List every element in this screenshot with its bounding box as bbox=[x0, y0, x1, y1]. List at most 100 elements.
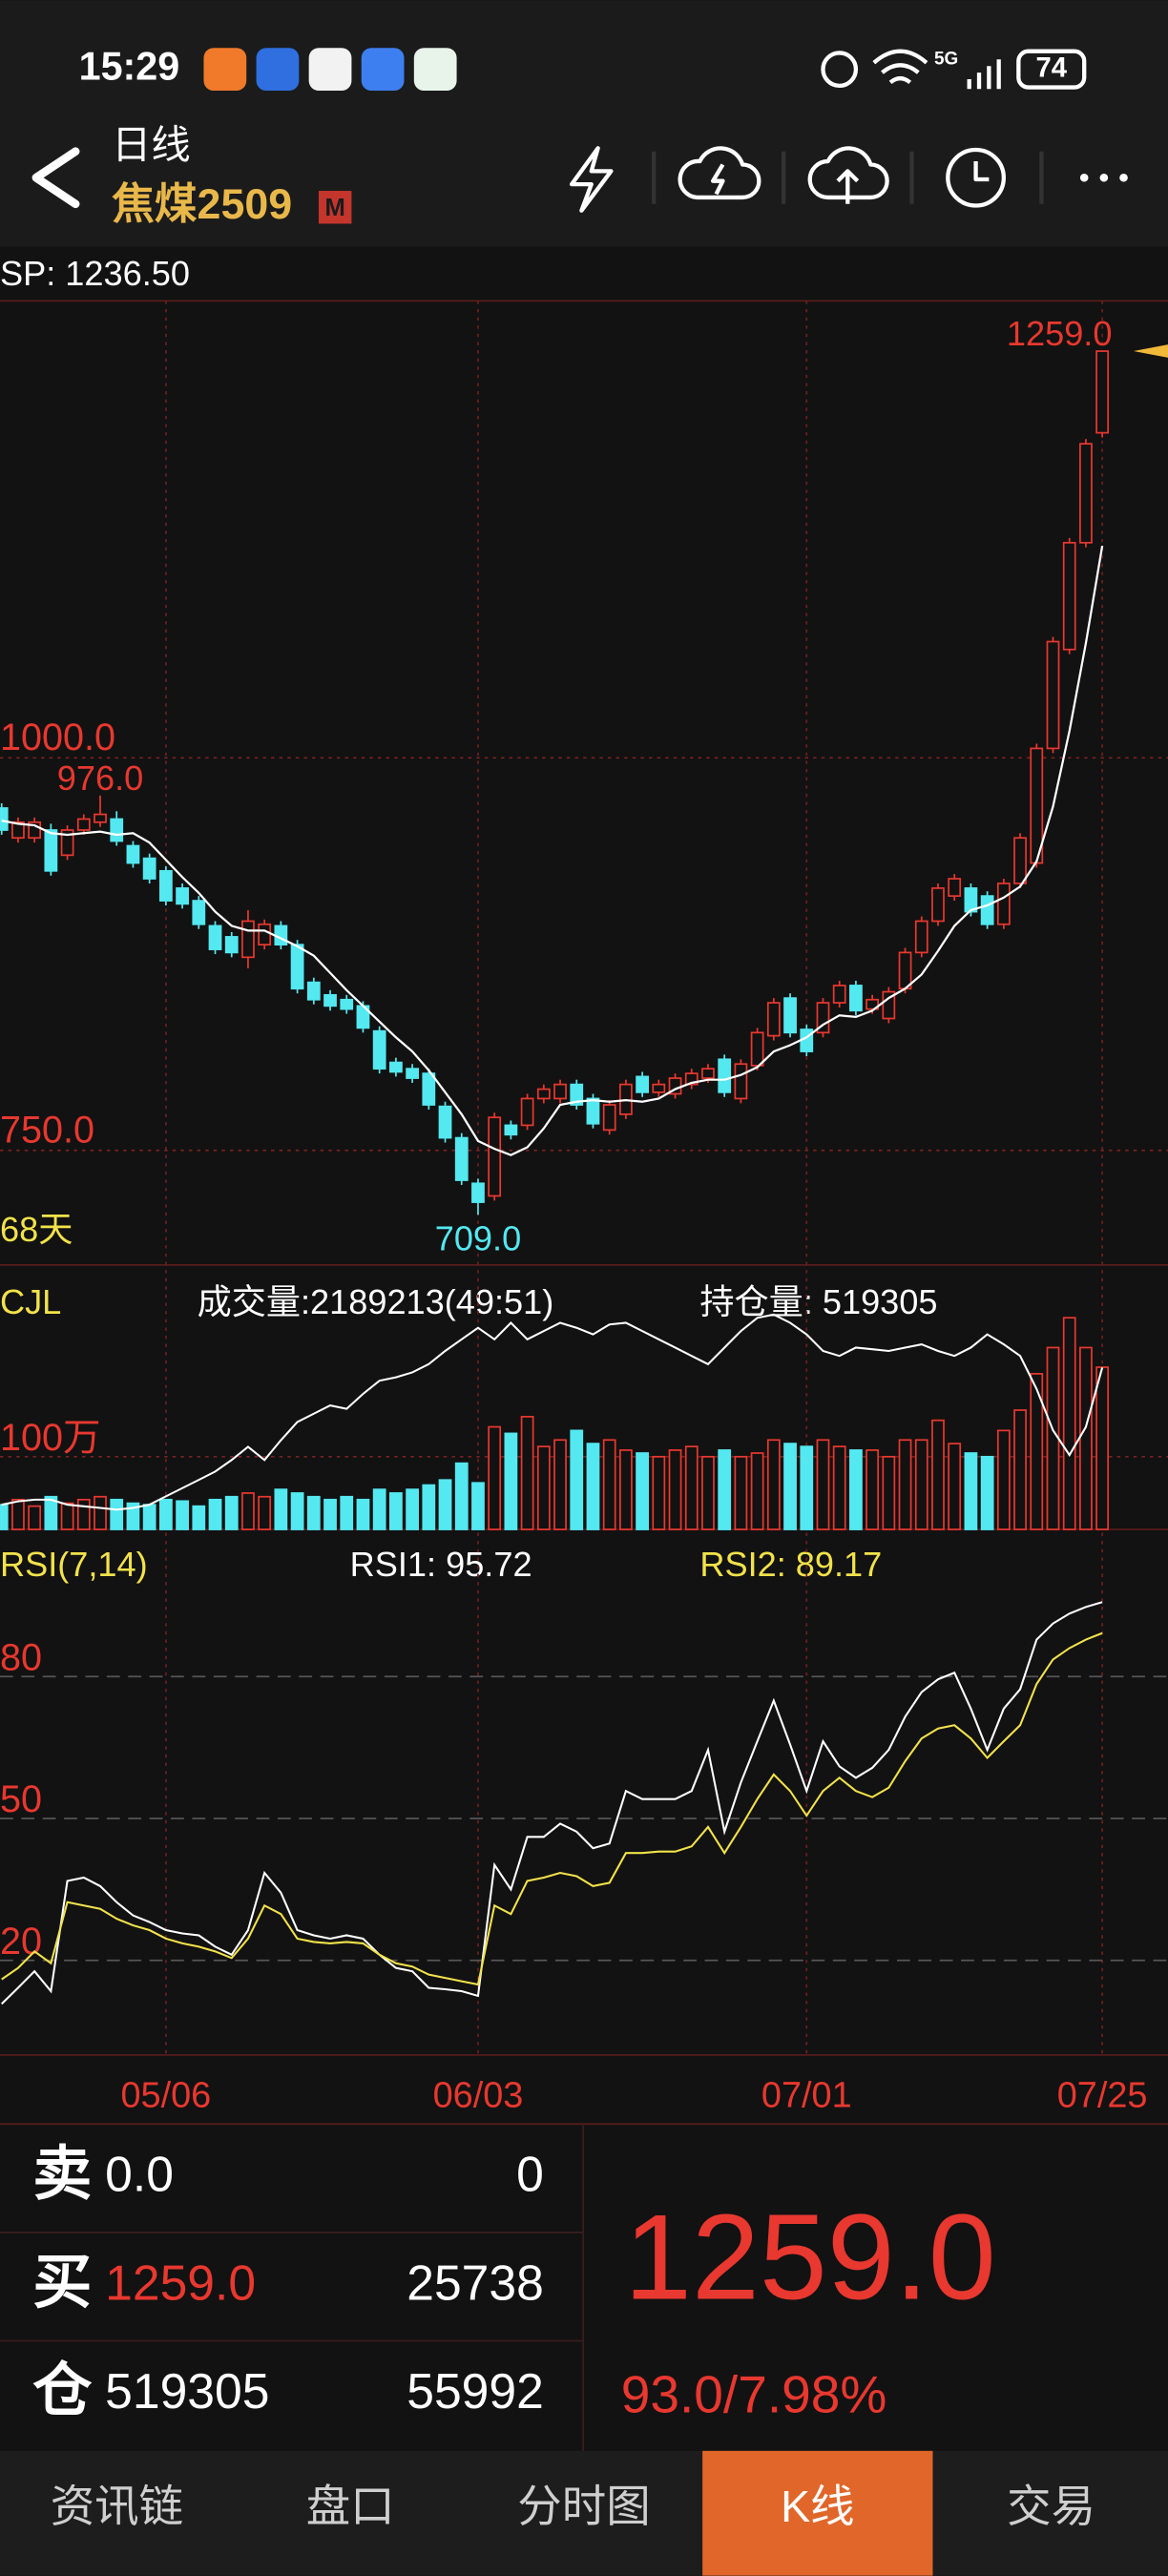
candle-body bbox=[44, 829, 58, 872]
volume-bar bbox=[224, 1495, 239, 1530]
candle-body bbox=[898, 951, 912, 990]
volume-bar bbox=[1013, 1409, 1027, 1530]
volume-bar bbox=[208, 1498, 222, 1530]
volume-bar bbox=[1079, 1346, 1093, 1530]
clock-hands bbox=[973, 161, 990, 182]
volume-bar bbox=[931, 1419, 945, 1530]
volume-bar bbox=[750, 1452, 764, 1530]
y-tick-label: 100万 bbox=[0, 1417, 101, 1459]
x-tick-label: 06/03 bbox=[433, 2076, 524, 2116]
toolbar bbox=[569, 146, 1044, 213]
candle-body bbox=[766, 1002, 781, 1037]
candle-body bbox=[718, 1058, 732, 1093]
volume-bar bbox=[471, 1482, 485, 1530]
volume-title: CJL bbox=[0, 1282, 61, 1321]
moving-average bbox=[1, 545, 1104, 1156]
tab[interactable]: 交易 bbox=[1007, 2482, 1095, 2531]
rsi-line bbox=[1, 1631, 1103, 1986]
settlement-price: SP: 1236.50 bbox=[0, 254, 190, 293]
quote-row-volume: 0 bbox=[516, 2147, 544, 2202]
status-time: 15:29 bbox=[79, 45, 180, 89]
volume-bar bbox=[800, 1445, 814, 1530]
quote-row-price: 0.0 bbox=[105, 2147, 174, 2202]
tab[interactable]: 分时图 bbox=[517, 2482, 650, 2531]
candle-body bbox=[931, 887, 945, 923]
tab[interactable]: 盘口 bbox=[306, 2482, 395, 2531]
candle-body bbox=[110, 818, 124, 842]
candle-body bbox=[0, 807, 9, 831]
candle-body bbox=[454, 1136, 469, 1181]
rsi-line bbox=[0, 1601, 1103, 2005]
volume-bar bbox=[652, 1455, 666, 1530]
candle-body bbox=[372, 1029, 386, 1070]
volume-bar bbox=[964, 1452, 978, 1530]
volume-bar bbox=[422, 1484, 436, 1530]
candle-body bbox=[866, 998, 880, 1010]
candle-body bbox=[948, 878, 962, 897]
volume-bar bbox=[766, 1439, 781, 1530]
x-tick-label: 05/06 bbox=[120, 2076, 211, 2116]
quote-row-label: 卖 bbox=[32, 2141, 92, 2207]
volume-bar bbox=[28, 1505, 42, 1530]
volume-bar bbox=[1046, 1346, 1060, 1530]
volume-bar bbox=[0, 1504, 9, 1530]
volume-bar bbox=[668, 1449, 682, 1530]
volume-bar bbox=[570, 1429, 584, 1530]
quote-row-volume: 55992 bbox=[407, 2363, 544, 2419]
flash-button[interactable] bbox=[569, 146, 614, 213]
candle-body bbox=[734, 1063, 748, 1100]
price-annotation: 709.0 bbox=[435, 1218, 521, 1257]
candle-body bbox=[996, 883, 1011, 925]
volume-bar bbox=[488, 1425, 502, 1530]
volume-bar bbox=[241, 1492, 255, 1530]
volume-bar bbox=[60, 1502, 74, 1530]
y-tick-label: 750.0 bbox=[0, 1109, 94, 1151]
candle-body bbox=[126, 844, 140, 864]
volume-bar bbox=[882, 1455, 896, 1530]
system-icons bbox=[821, 49, 1087, 90]
active-tab-bg bbox=[702, 2450, 933, 2576]
volume-bar bbox=[536, 1445, 551, 1530]
volume-bar bbox=[258, 1495, 272, 1530]
volume-bar bbox=[158, 1498, 173, 1530]
candle-body bbox=[241, 920, 255, 959]
volume-bar bbox=[619, 1449, 633, 1530]
candle-body bbox=[602, 1104, 616, 1132]
symbol-name: 焦煤2509 bbox=[112, 180, 292, 228]
candle-body bbox=[1046, 640, 1060, 750]
signal-icon bbox=[967, 59, 1001, 90]
tab[interactable]: 资讯链 bbox=[51, 2482, 183, 2531]
candle-body bbox=[964, 887, 978, 913]
volume-bar bbox=[602, 1439, 616, 1530]
volume-bar bbox=[684, 1445, 699, 1530]
y-tick-label: 1000.0 bbox=[0, 717, 115, 758]
candle-body bbox=[750, 1031, 764, 1067]
candle-body bbox=[783, 997, 797, 1034]
cloud-flash-button[interactable] bbox=[678, 146, 761, 200]
volume-bar bbox=[372, 1488, 386, 1530]
cloud-upload-button[interactable] bbox=[807, 146, 889, 204]
candle-body bbox=[553, 1083, 567, 1100]
volume-bar bbox=[718, 1449, 732, 1530]
candle-body bbox=[1013, 837, 1027, 884]
tab[interactable]: K线 bbox=[781, 2482, 854, 2531]
more-button[interactable] bbox=[1079, 173, 1128, 182]
tab-bar-bg bbox=[0, 2450, 1168, 2576]
price-annotation: 1259.0 bbox=[1007, 314, 1113, 353]
volume-bar bbox=[290, 1492, 304, 1530]
app-icons bbox=[203, 48, 457, 92]
y-tick-label: 50 bbox=[0, 1778, 42, 1820]
candle-body bbox=[914, 920, 928, 954]
candle-body bbox=[208, 924, 222, 950]
candle-body bbox=[158, 869, 173, 902]
history-button[interactable] bbox=[946, 147, 1006, 208]
candle-body bbox=[504, 1124, 518, 1136]
app-icon bbox=[256, 48, 300, 92]
volume-bar bbox=[816, 1439, 830, 1530]
back-button[interactable] bbox=[31, 147, 80, 209]
dot bbox=[1119, 173, 1128, 182]
candle-body bbox=[882, 990, 896, 1020]
volume-bar bbox=[866, 1449, 880, 1530]
quote-grid bbox=[0, 2124, 584, 2451]
